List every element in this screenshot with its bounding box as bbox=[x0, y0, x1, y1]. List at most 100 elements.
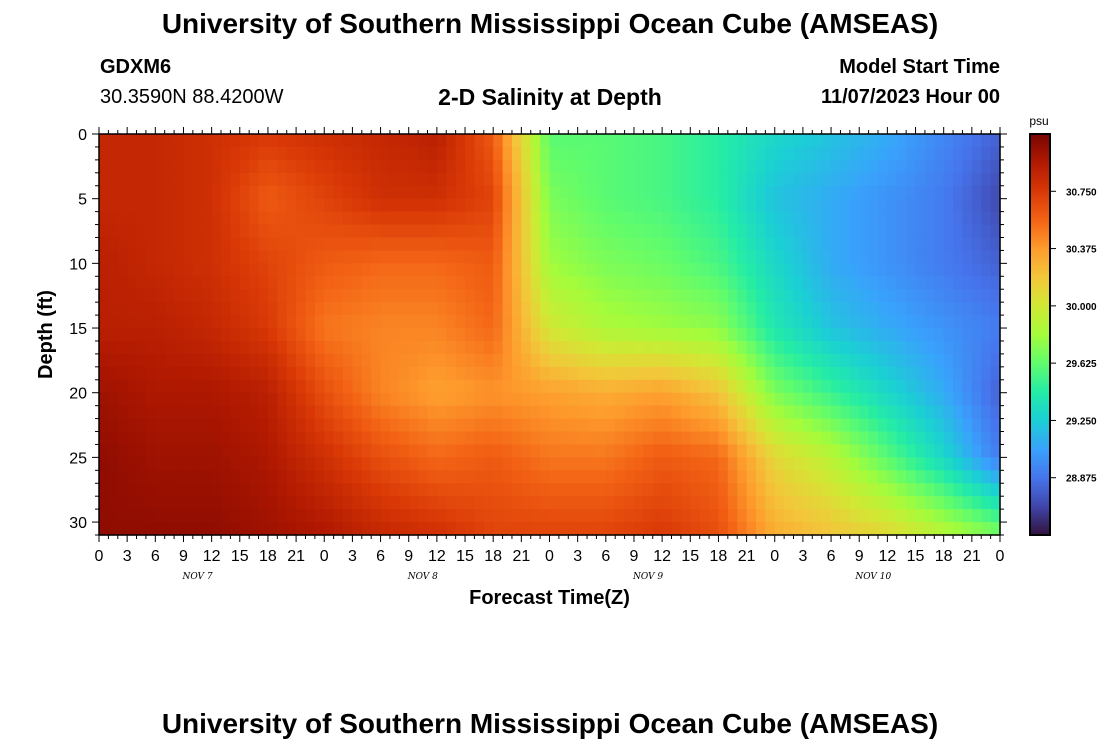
heatmap-cell bbox=[192, 185, 203, 200]
heatmap-cell bbox=[530, 302, 541, 316]
heatmap-cell bbox=[230, 418, 241, 433]
heatmap-cell bbox=[718, 289, 729, 303]
heatmap-cell bbox=[324, 457, 335, 471]
heatmap-cell bbox=[108, 146, 119, 161]
heatmap-cell bbox=[746, 457, 757, 471]
x-tick-label: 18 bbox=[484, 548, 502, 565]
heatmap-cell bbox=[615, 263, 626, 277]
heatmap-cell bbox=[202, 509, 213, 523]
x-axis: 0 3 6 9 12 15 18 21 0 3 6 9 12 15 18 21 0 3 6 9 12 15 18 21 0 3 6 9… bbox=[95, 127, 1005, 582]
heatmap-cell bbox=[145, 457, 156, 471]
heatmap-cell bbox=[465, 185, 476, 200]
heatmap-cell bbox=[718, 134, 729, 148]
heatmap-cell bbox=[652, 431, 663, 446]
heatmap-cell bbox=[286, 328, 297, 342]
x-tick-label: 21 bbox=[963, 548, 981, 565]
heatmap-cell bbox=[774, 172, 785, 187]
heatmap-cell bbox=[455, 444, 466, 458]
heatmap-cell bbox=[427, 172, 438, 187]
heatmap-cell bbox=[568, 509, 579, 523]
heatmap-cell bbox=[305, 483, 316, 497]
heatmap-cell bbox=[324, 289, 335, 303]
heatmap-cell bbox=[849, 405, 860, 420]
heatmap-cell bbox=[924, 211, 935, 226]
heatmap-cell bbox=[774, 522, 785, 536]
heatmap-cell bbox=[455, 379, 466, 394]
heatmap-cell bbox=[108, 276, 119, 290]
heatmap-cell bbox=[924, 496, 935, 510]
heatmap-cell bbox=[662, 405, 673, 420]
heatmap-cell bbox=[145, 522, 156, 536]
heatmap-cell bbox=[549, 211, 560, 226]
heatmap-cell bbox=[493, 276, 504, 290]
heatmap-cell bbox=[117, 353, 128, 368]
heatmap-cell bbox=[305, 224, 316, 239]
heatmap-cell bbox=[868, 159, 879, 174]
heatmap-cell bbox=[521, 328, 532, 342]
heatmap-cell bbox=[352, 444, 363, 458]
heatmap-cell bbox=[192, 392, 203, 407]
heatmap-cell bbox=[230, 366, 241, 381]
heatmap-cell bbox=[924, 340, 935, 355]
heatmap-cell bbox=[943, 522, 954, 536]
heatmap-cell bbox=[164, 392, 175, 407]
heatmap-cell bbox=[784, 289, 795, 303]
heatmap-cell bbox=[943, 509, 954, 523]
heatmap-cell bbox=[596, 263, 607, 277]
heatmap-cell bbox=[962, 159, 973, 174]
heatmap-cell bbox=[277, 509, 288, 523]
heatmap-cell bbox=[587, 302, 598, 316]
heatmap-cell bbox=[596, 211, 607, 226]
heatmap-cell bbox=[108, 134, 119, 148]
heatmap-cell bbox=[802, 431, 813, 446]
heatmap-cell bbox=[155, 496, 166, 510]
heatmap-cell bbox=[230, 185, 241, 200]
heatmap-cell bbox=[286, 392, 297, 407]
heatmap-cell bbox=[821, 289, 832, 303]
heatmap-cell bbox=[859, 496, 870, 510]
heatmap-cell bbox=[924, 418, 935, 433]
heatmap-cell bbox=[136, 302, 147, 316]
heatmap-cell bbox=[267, 159, 278, 174]
heatmap-cell bbox=[577, 509, 588, 523]
heatmap-cell bbox=[493, 509, 504, 523]
heatmap-cell bbox=[380, 172, 391, 187]
heatmap-cell bbox=[502, 522, 513, 536]
heatmap-cell bbox=[155, 483, 166, 497]
heatmap-cell bbox=[371, 392, 382, 407]
heatmap-cell bbox=[108, 328, 119, 342]
heatmap-cell bbox=[324, 496, 335, 510]
heatmap-cell bbox=[343, 302, 354, 316]
heatmap-cell bbox=[746, 224, 757, 239]
heatmap-cell bbox=[108, 302, 119, 316]
heatmap-cell bbox=[652, 522, 663, 536]
heatmap-cell bbox=[155, 237, 166, 252]
heatmap-cell bbox=[774, 146, 785, 161]
heatmap-cell bbox=[821, 159, 832, 174]
heatmap-cell bbox=[389, 263, 400, 277]
heatmap-cell bbox=[483, 134, 494, 148]
heatmap-cell bbox=[558, 431, 569, 446]
heatmap-cell bbox=[493, 328, 504, 342]
heatmap-cell bbox=[568, 405, 579, 420]
heatmap-cell bbox=[718, 379, 729, 394]
heatmap-cell bbox=[812, 483, 823, 497]
heatmap-cell bbox=[155, 328, 166, 342]
heatmap-cell bbox=[164, 237, 175, 252]
heatmap-cell bbox=[812, 211, 823, 226]
heatmap-cell bbox=[896, 444, 907, 458]
heatmap-cell bbox=[493, 470, 504, 484]
heatmap-cell bbox=[643, 224, 654, 239]
heatmap-cell bbox=[474, 289, 485, 303]
heatmap-cell bbox=[596, 276, 607, 290]
heatmap-cell bbox=[737, 263, 748, 277]
heatmap-cell bbox=[530, 134, 541, 148]
heatmap-cell bbox=[821, 172, 832, 187]
heatmap-cell bbox=[652, 405, 663, 420]
heatmap-cell bbox=[558, 172, 569, 187]
heatmap-cell bbox=[530, 159, 541, 174]
heatmap-cell bbox=[755, 405, 766, 420]
heatmap-cell bbox=[831, 431, 842, 446]
heatmap-cell bbox=[690, 276, 701, 290]
heatmap-cell bbox=[258, 353, 269, 368]
